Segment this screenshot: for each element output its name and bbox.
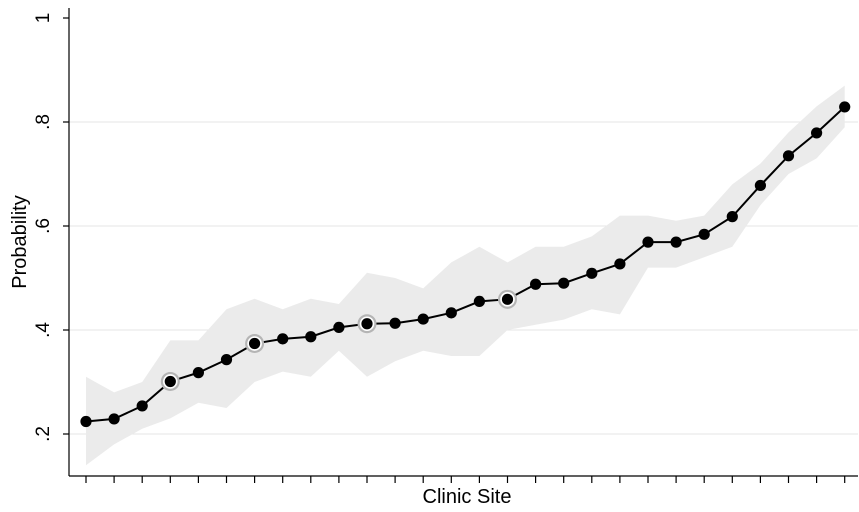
axes — [68, 8, 858, 477]
data-point — [501, 293, 514, 305]
data-point — [389, 317, 401, 329]
x-axis-ticks — [85, 476, 846, 483]
x-axis-title: Clinic Site — [423, 486, 512, 508]
data-point — [80, 415, 92, 428]
data-point — [670, 236, 682, 248]
data-point — [333, 321, 345, 333]
y-tick-label: .2 — [33, 426, 54, 442]
y-tick-label: 1 — [33, 13, 54, 24]
data-points — [80, 101, 851, 428]
data-point — [754, 179, 767, 192]
data-point — [811, 127, 823, 139]
data-point — [530, 278, 542, 290]
data-point — [473, 295, 485, 307]
confidence-band — [86, 85, 845, 466]
y-tick-label: .4 — [33, 322, 54, 338]
data-point — [642, 236, 654, 248]
data-point — [558, 277, 570, 289]
data-point — [361, 318, 373, 330]
data-point — [445, 307, 457, 319]
data-point — [586, 267, 598, 279]
gridlines — [69, 121, 858, 435]
data-point — [614, 258, 626, 270]
data-point — [164, 375, 176, 388]
data-point — [220, 354, 233, 366]
data-point — [277, 333, 289, 345]
data-point — [249, 337, 261, 350]
data-point — [839, 101, 851, 113]
data-point — [192, 367, 204, 379]
y-tick-label: .6 — [33, 218, 54, 234]
data-point — [108, 413, 120, 425]
data-point — [305, 331, 317, 343]
y-tick-label: .8 — [33, 114, 54, 130]
data-point — [136, 400, 148, 412]
data-point — [782, 150, 795, 162]
data-point — [698, 228, 710, 240]
probability-line — [85, 106, 846, 423]
y-axis-ticks: .2 .4 .6 .8 1 — [33, 13, 69, 442]
data-point — [417, 313, 429, 325]
y-axis-title: Probability — [9, 195, 31, 288]
data-point — [726, 211, 738, 223]
